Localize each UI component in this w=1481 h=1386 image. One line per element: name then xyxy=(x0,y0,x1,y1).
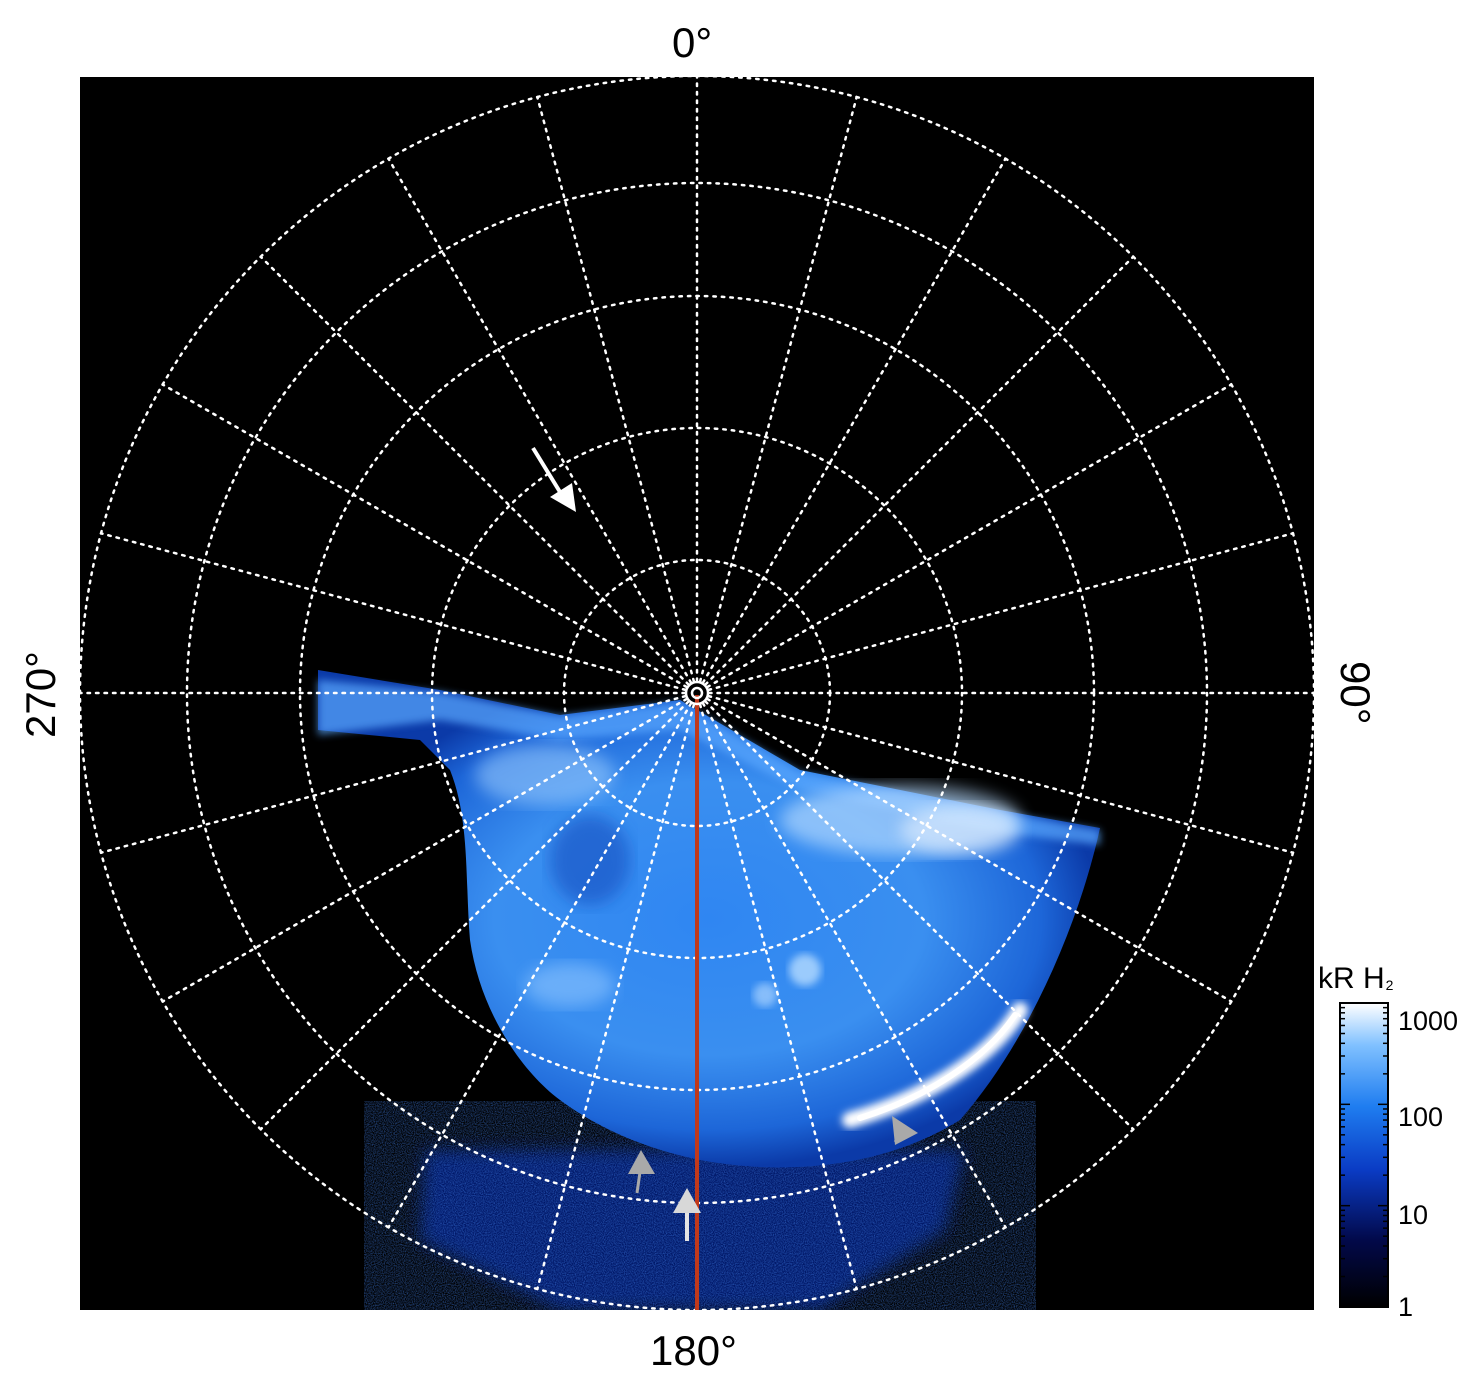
grid-spoke xyxy=(536,95,696,683)
grid-spoke xyxy=(387,157,693,684)
white-arrow xyxy=(531,446,576,512)
gray-arrow xyxy=(628,1150,655,1194)
angle-label-90: 90° xyxy=(1332,661,1379,725)
grid-spoke xyxy=(161,383,688,689)
grid-spoke xyxy=(704,700,1135,1131)
grid-spoke xyxy=(259,255,690,686)
angle-label-270: 270° xyxy=(17,651,64,738)
grid-spoke xyxy=(698,95,858,683)
grid-spoke xyxy=(701,702,1007,1229)
grid-spoke xyxy=(701,157,1007,684)
colorbar-title-subscript: 2 xyxy=(1385,977,1394,993)
grid-spoke xyxy=(706,697,1233,1003)
grid-spoke xyxy=(704,255,1135,686)
angle-label-180: 180° xyxy=(650,1327,737,1374)
colorbar-tick-1: 1 xyxy=(1398,1292,1414,1322)
grid-spoke xyxy=(536,703,696,1291)
colorbar xyxy=(1339,1002,1389,1308)
pole-marker xyxy=(684,680,710,706)
colorbar-title-text: kR H xyxy=(1318,962,1385,995)
grid-spoke xyxy=(707,532,1295,692)
gray-arrow xyxy=(673,1188,701,1241)
grid-spoke xyxy=(698,703,858,1291)
angle-label-0: 0° xyxy=(672,19,713,66)
colorbar-tick-100: 100 xyxy=(1398,1102,1444,1132)
colorbar-title: kR H2 xyxy=(1318,962,1393,996)
grid-spoke xyxy=(99,532,687,692)
grid-spoke xyxy=(707,694,1295,854)
grid-spoke xyxy=(259,700,690,1131)
colorbar-tick-1000: 1000 xyxy=(1398,1006,1459,1036)
grid-spoke xyxy=(387,702,693,1229)
gray-arrow xyxy=(892,1116,918,1145)
diffuse-emission xyxy=(420,1120,980,1310)
grid-spoke xyxy=(706,383,1233,689)
colorbar-tick-10: 10 xyxy=(1398,1200,1429,1230)
grid-spoke xyxy=(161,697,688,1003)
grid-spoke xyxy=(99,694,687,854)
